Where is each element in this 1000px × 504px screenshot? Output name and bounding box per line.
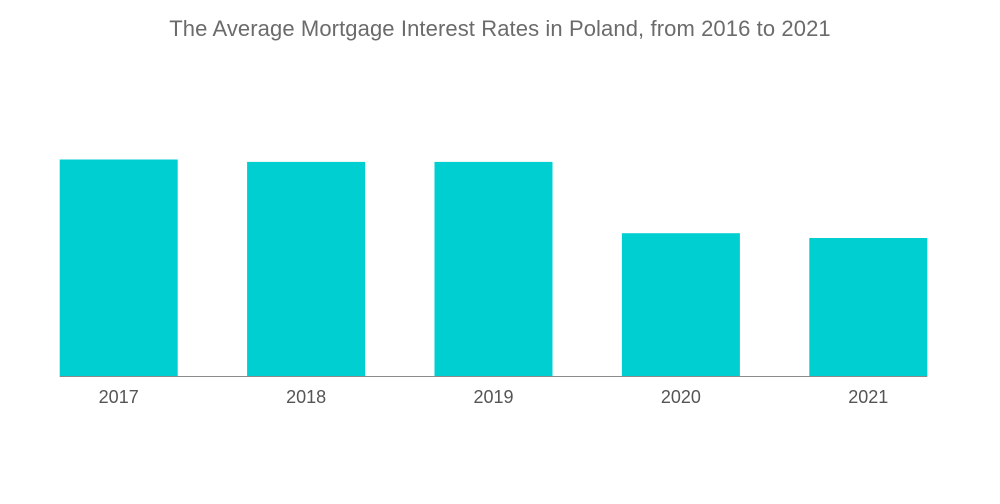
- bar-2018: [247, 161, 366, 376]
- chart-title: The Average Mortgage Interest Rates in P…: [169, 16, 831, 41]
- x-tick-label: 2019: [473, 387, 513, 407]
- x-tick-label: 2020: [661, 387, 701, 407]
- bar-group: [59, 159, 928, 376]
- x-tick-label: 2017: [99, 387, 139, 407]
- bar-2020: [621, 233, 740, 376]
- bar-2019: [434, 161, 553, 376]
- x-tick-label: 2021: [848, 387, 888, 407]
- bar-2021: [809, 238, 928, 376]
- x-tick-label: 2018: [286, 387, 326, 407]
- x-tick-labels: 2017 2018 2019 2020 2021: [99, 387, 889, 407]
- bar-2017: [59, 159, 178, 376]
